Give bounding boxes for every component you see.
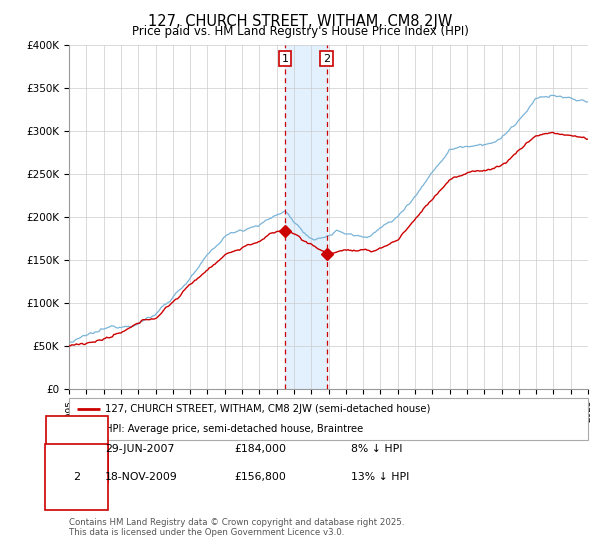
Text: Contains HM Land Registry data © Crown copyright and database right 2025.
This d: Contains HM Land Registry data © Crown c…: [69, 518, 404, 538]
Text: 2: 2: [323, 54, 330, 64]
Text: 2: 2: [73, 472, 80, 482]
Text: 1: 1: [281, 54, 289, 64]
Text: 29-JUN-2007: 29-JUN-2007: [105, 444, 175, 454]
Text: 127, CHURCH STREET, WITHAM, CM8 2JW: 127, CHURCH STREET, WITHAM, CM8 2JW: [148, 14, 452, 29]
Text: 18-NOV-2009: 18-NOV-2009: [105, 472, 178, 482]
Bar: [285, 45, 326, 389]
Text: 127, CHURCH STREET, WITHAM, CM8 2JW (semi-detached house): 127, CHURCH STREET, WITHAM, CM8 2JW (sem…: [106, 404, 431, 414]
Text: Price paid vs. HM Land Registry's House Price Index (HPI): Price paid vs. HM Land Registry's House …: [131, 25, 469, 38]
Text: 13% ↓ HPI: 13% ↓ HPI: [351, 472, 409, 482]
Text: HPI: Average price, semi-detached house, Braintree: HPI: Average price, semi-detached house,…: [106, 424, 364, 434]
FancyBboxPatch shape: [69, 398, 588, 440]
Text: 8% ↓ HPI: 8% ↓ HPI: [351, 444, 403, 454]
Text: 1: 1: [73, 444, 80, 454]
Text: £156,800: £156,800: [234, 472, 286, 482]
Text: £184,000: £184,000: [234, 444, 286, 454]
